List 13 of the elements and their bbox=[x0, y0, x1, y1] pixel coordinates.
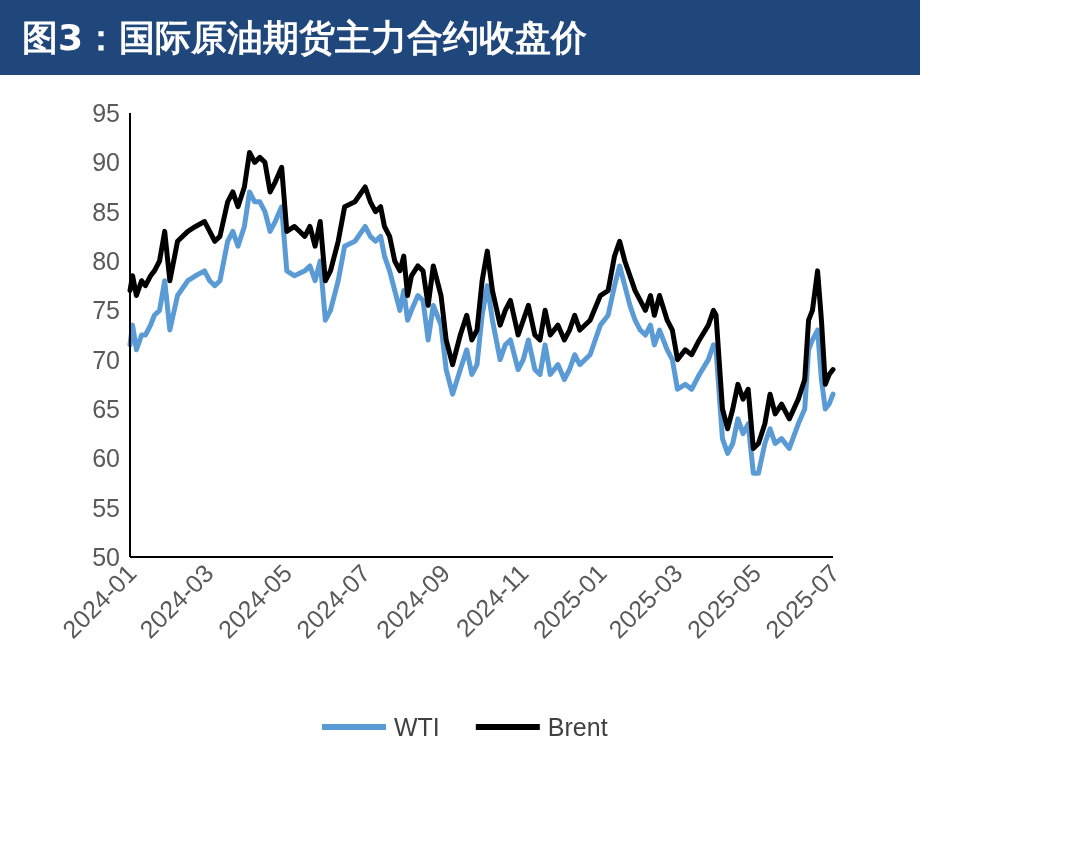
y-tick-label: 90 bbox=[92, 148, 120, 177]
y-tick-label: 85 bbox=[92, 197, 120, 226]
chart-title: 图3：国际原油期货主力合约收盘价 bbox=[22, 17, 588, 58]
legend-label: Brent bbox=[547, 713, 608, 741]
y-tick-label: 60 bbox=[92, 444, 120, 473]
y-tick-label: 65 bbox=[92, 395, 120, 423]
y-tick-label: 95 bbox=[92, 99, 120, 127]
y-tick-label: 75 bbox=[92, 296, 120, 325]
y-tick-label: 80 bbox=[92, 247, 120, 275]
y-tick-label: 55 bbox=[92, 493, 120, 522]
y-tick-label: 50 bbox=[92, 543, 120, 571]
y-tick-label: 70 bbox=[92, 345, 120, 374]
legend-label: WTI bbox=[394, 713, 440, 741]
